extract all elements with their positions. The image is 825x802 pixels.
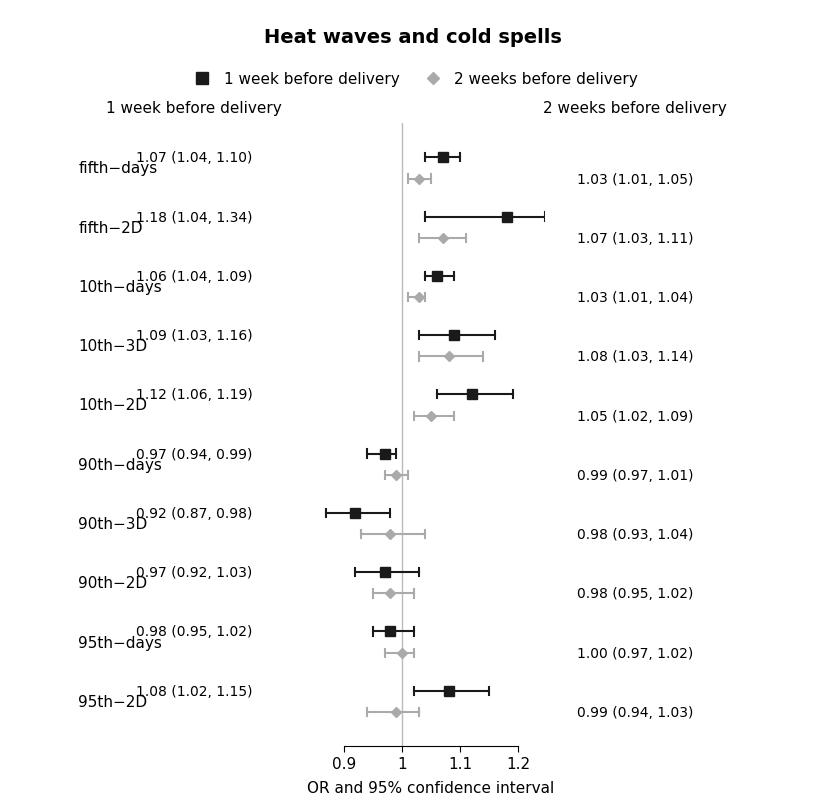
Text: 0.98 (0.95, 1.02): 0.98 (0.95, 1.02) [577, 587, 694, 601]
Text: 2 weeks before delivery: 2 weeks before delivery [544, 101, 727, 116]
Text: 90th−3D: 90th−3D [78, 516, 148, 532]
Text: 90th−days: 90th−days [78, 457, 163, 472]
Text: 1.03 (1.01, 1.04): 1.03 (1.01, 1.04) [577, 291, 694, 305]
Text: Heat waves and cold spells: Heat waves and cold spells [263, 28, 562, 47]
Text: 95th−days: 95th−days [78, 634, 163, 650]
Text: 1.07 (1.04, 1.10): 1.07 (1.04, 1.10) [135, 151, 252, 165]
Text: 1.08 (1.02, 1.15): 1.08 (1.02, 1.15) [135, 684, 252, 698]
Text: 1.08 (1.03, 1.14): 1.08 (1.03, 1.14) [577, 350, 694, 364]
Text: 0.98 (0.95, 1.02): 0.98 (0.95, 1.02) [135, 625, 252, 638]
Text: 10th−days: 10th−days [78, 280, 163, 294]
Text: 1.05 (1.02, 1.09): 1.05 (1.02, 1.09) [577, 409, 694, 423]
Text: 0.97 (0.92, 1.03): 0.97 (0.92, 1.03) [136, 565, 252, 579]
Text: 10th−2D: 10th−2D [78, 398, 148, 413]
Text: 90th−2D: 90th−2D [78, 576, 148, 590]
Text: 1.00 (0.97, 1.02): 1.00 (0.97, 1.02) [578, 646, 693, 660]
Text: 0.92 (0.87, 0.98): 0.92 (0.87, 0.98) [135, 506, 252, 520]
Text: 0.98 (0.93, 1.04): 0.98 (0.93, 1.04) [577, 528, 694, 541]
Text: 0.99 (0.94, 1.03): 0.99 (0.94, 1.03) [577, 705, 694, 719]
Text: 1 week before delivery: 1 week before delivery [106, 101, 282, 116]
Text: 1.07 (1.03, 1.11): 1.07 (1.03, 1.11) [577, 232, 694, 245]
Text: 95th−2D: 95th−2D [78, 694, 148, 709]
Text: 1.18 (1.04, 1.34): 1.18 (1.04, 1.34) [135, 210, 252, 225]
Legend: 1 week before delivery, 2 weeks before delivery: 1 week before delivery, 2 weeks before d… [181, 66, 644, 93]
Text: 10th−3D: 10th−3D [78, 338, 148, 354]
Text: 1.12 (1.06, 1.19): 1.12 (1.06, 1.19) [135, 388, 252, 402]
Text: 1.09 (1.03, 1.16): 1.09 (1.03, 1.16) [135, 329, 252, 342]
Text: 1.06 (1.04, 1.09): 1.06 (1.04, 1.09) [135, 269, 252, 283]
Text: fifth−2D: fifth−2D [78, 221, 143, 236]
Text: 0.97 (0.94, 0.99): 0.97 (0.94, 0.99) [135, 447, 252, 461]
Text: 0.99 (0.97, 1.01): 0.99 (0.97, 1.01) [577, 468, 694, 482]
Text: 1.03 (1.01, 1.05): 1.03 (1.01, 1.05) [577, 172, 694, 186]
X-axis label: OR and 95% confidence interval: OR and 95% confidence interval [308, 780, 554, 795]
Text: fifth−days: fifth−days [78, 161, 158, 176]
